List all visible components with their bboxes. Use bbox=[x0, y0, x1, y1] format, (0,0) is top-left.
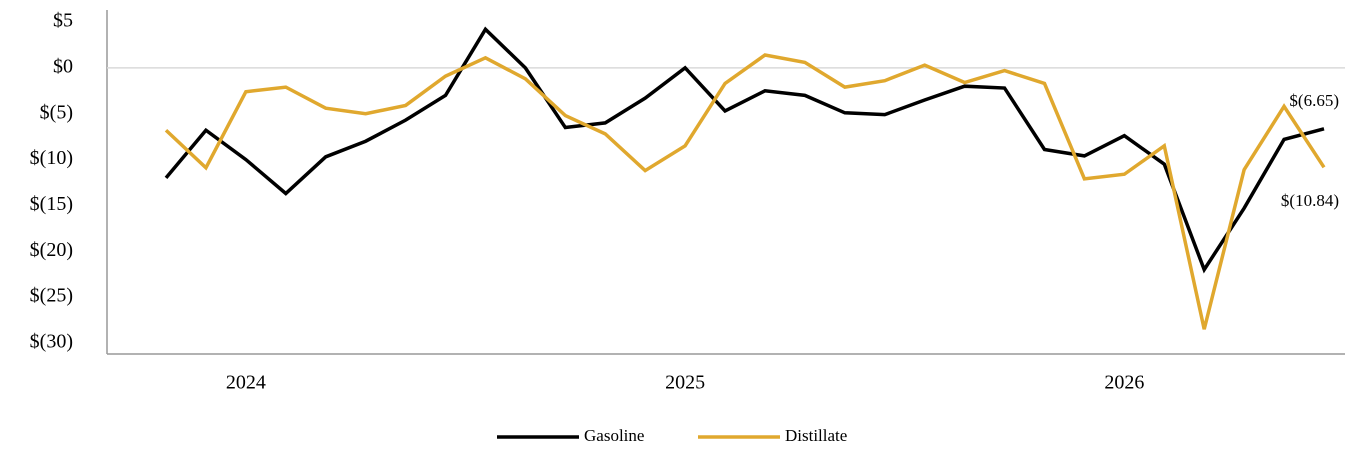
y-tick-label: $(5) bbox=[40, 101, 73, 123]
y-tick-label: $(15) bbox=[30, 193, 73, 215]
legend-label: Distillate bbox=[785, 426, 847, 445]
y-tick-label: $0 bbox=[53, 55, 73, 77]
y-tick-label: $5 bbox=[53, 10, 73, 32]
x-tick-label: 2024 bbox=[226, 372, 266, 394]
series-line bbox=[164, 53, 1326, 330]
y-tick-label: $(10) bbox=[30, 147, 73, 169]
data-label: $(6.65) bbox=[1289, 91, 1339, 110]
x-tick-label: 2026 bbox=[1104, 372, 1144, 394]
series-line bbox=[164, 26, 1325, 274]
y-tick-label: $(30) bbox=[30, 331, 73, 353]
y-tick-label: $(20) bbox=[30, 239, 73, 261]
legend-label: Gasoline bbox=[584, 426, 644, 445]
x-tick-label: 2025 bbox=[665, 372, 705, 394]
data-label: $(10.84) bbox=[1281, 191, 1339, 210]
y-tick-label: $(25) bbox=[30, 285, 73, 307]
